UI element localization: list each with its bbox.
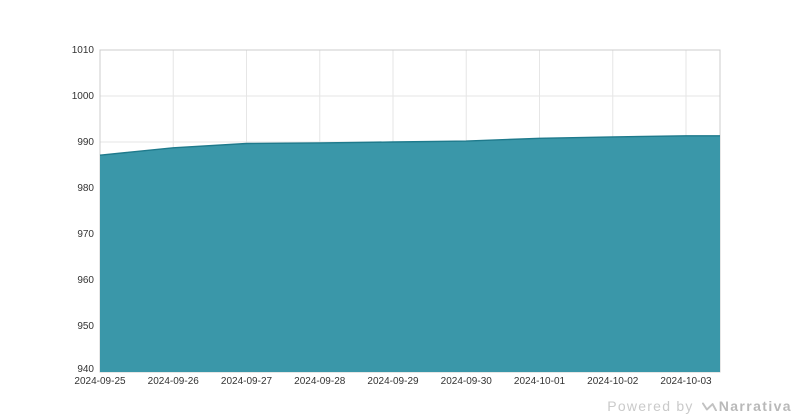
svg-text:2024-09-26: 2024-09-26 [148, 376, 200, 387]
svg-text:2024-10-03: 2024-10-03 [660, 376, 712, 387]
svg-text:2024-09-27: 2024-09-27 [221, 376, 273, 387]
svg-text:980: 980 [77, 183, 94, 194]
svg-text:2024-09-25: 2024-09-25 [74, 376, 126, 387]
svg-text:2024-09-30: 2024-09-30 [441, 376, 493, 387]
svg-text:960: 960 [77, 275, 94, 286]
svg-text:950: 950 [77, 321, 94, 332]
svg-text:2024-09-28: 2024-09-28 [294, 376, 346, 387]
svg-text:1010: 1010 [72, 45, 95, 56]
svg-text:2024-10-01: 2024-10-01 [514, 376, 566, 387]
svg-text:990: 990 [77, 137, 94, 148]
svg-text:2024-10-02: 2024-10-02 [587, 376, 639, 387]
svg-text:2024-09-29: 2024-09-29 [367, 376, 419, 387]
svg-text:1000: 1000 [72, 91, 95, 102]
svg-text:970: 970 [77, 229, 94, 240]
svg-text:940: 940 [77, 364, 94, 375]
